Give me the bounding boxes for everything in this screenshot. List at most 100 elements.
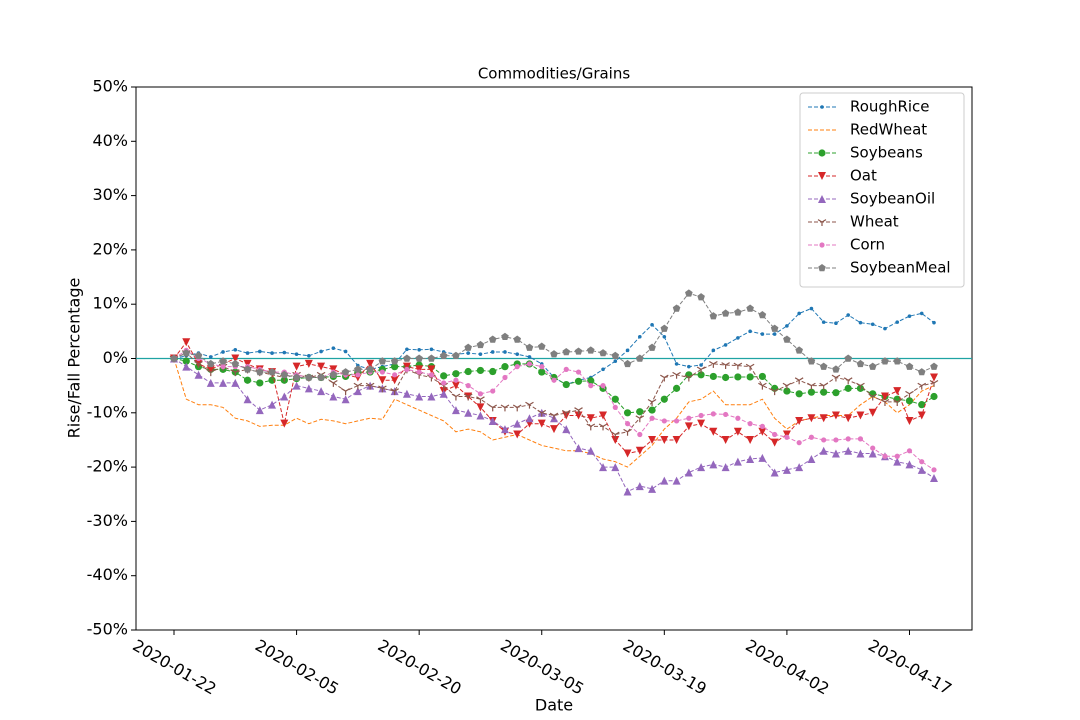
marker [721,463,730,472]
x-tick-label: 2020-02-20 [375,636,465,699]
marker [697,293,705,301]
marker [818,149,826,157]
marker [735,415,741,421]
marker [341,388,350,396]
marker [427,354,436,362]
marker [182,349,191,357]
marker [660,374,669,382]
marker [490,350,495,354]
series [171,347,937,473]
marker [599,349,607,357]
y-tick-label: 40% [92,131,128,150]
marker [439,351,448,360]
marker [733,362,743,370]
marker [500,404,510,412]
marker [685,289,693,297]
marker [746,454,755,463]
marker [758,382,767,390]
marker [648,435,657,444]
marker [220,364,226,370]
marker [905,390,914,398]
marker [341,368,350,376]
marker [758,372,766,381]
marker [831,374,841,382]
legend-label: RoughRice [850,98,930,116]
marker [598,423,608,431]
marker [537,409,547,417]
marker [709,372,717,381]
marker [366,365,374,373]
marker [329,380,338,387]
marker [635,446,644,455]
marker [907,314,912,318]
marker [599,411,608,420]
legend-label: Oat [850,167,877,185]
marker [831,411,840,420]
marker [539,364,545,370]
marker [503,350,507,354]
marker [736,336,740,340]
marker [574,411,583,420]
marker [561,409,571,417]
marker [772,431,778,438]
marker [794,377,804,385]
marker [476,340,485,349]
marker [699,363,703,367]
marker [525,401,534,409]
marker [733,457,742,466]
marker [466,351,470,355]
marker [294,352,299,356]
marker [623,359,632,368]
marker [623,487,632,496]
marker [733,427,742,436]
marker [292,373,301,381]
marker [587,377,595,385]
marker [390,376,399,385]
marker [672,435,681,444]
marker [857,436,864,442]
marker [341,395,350,404]
marker [488,404,498,412]
marker [905,460,914,469]
marker [660,476,669,485]
marker [611,395,619,403]
marker [817,219,827,226]
marker [477,391,484,397]
marker [258,349,262,354]
marker [723,411,729,418]
marker [795,416,804,425]
marker [574,444,583,453]
marker [451,381,460,390]
marker [746,373,754,381]
marker [463,393,473,401]
marker [282,350,287,355]
marker [820,388,828,396]
marker [331,346,336,350]
marker [623,409,632,417]
marker [329,392,338,401]
marker [230,369,240,377]
marker [194,361,203,368]
marker [307,353,311,358]
legend-label: RedWheat [850,121,927,139]
marker [783,335,791,343]
marker [537,419,546,428]
marker [772,332,777,336]
marker [526,361,533,367]
marker [807,414,816,423]
marker [588,383,594,389]
marker [194,351,203,360]
marker [697,419,706,428]
legend-label: SoybeanOil [850,190,935,208]
marker [611,351,620,360]
marker [870,322,875,327]
marker [759,423,765,429]
marker [711,348,716,353]
marker [783,387,791,395]
marker [513,430,522,439]
marker [672,384,681,392]
marker [268,400,277,409]
marker [648,406,656,414]
marker [451,406,460,415]
marker [256,368,264,376]
